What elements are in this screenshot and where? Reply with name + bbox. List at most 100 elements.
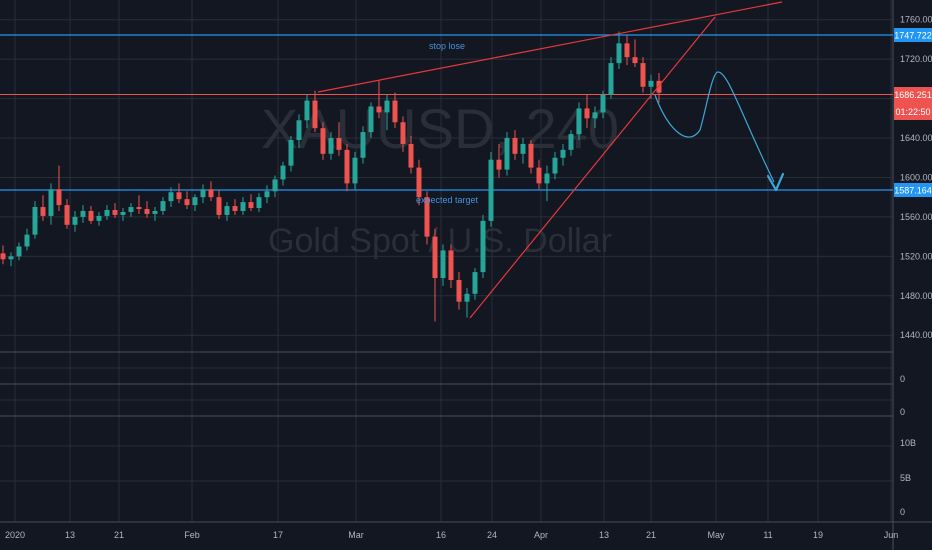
expected-target-label[interactable]: expected target <box>416 195 479 205</box>
candle[interactable] <box>416 159 422 206</box>
candle[interactable] <box>360 126 366 164</box>
candle[interactable] <box>248 194 254 211</box>
candle[interactable] <box>336 122 342 156</box>
candle[interactable] <box>544 165 550 202</box>
candle[interactable] <box>232 199 238 215</box>
candle[interactable] <box>624 35 630 66</box>
candle[interactable] <box>128 203 134 217</box>
candle[interactable] <box>184 191 190 210</box>
candle[interactable] <box>480 214 486 279</box>
candle[interactable] <box>600 90 606 119</box>
candle[interactable] <box>136 195 142 214</box>
candle[interactable] <box>208 181 214 202</box>
candle[interactable] <box>408 136 414 174</box>
candle-body <box>496 159 502 170</box>
candle[interactable] <box>192 194 198 211</box>
candle[interactable] <box>264 185 270 204</box>
candle[interactable] <box>616 31 622 70</box>
candle[interactable] <box>568 130 574 156</box>
candle[interactable] <box>608 57 614 99</box>
candle[interactable] <box>272 175 278 198</box>
candle[interactable] <box>0 245 6 265</box>
candle[interactable] <box>240 197 246 215</box>
projection-path[interactable] <box>654 71 775 183</box>
candle[interactable] <box>320 122 326 160</box>
candle[interactable] <box>312 90 318 133</box>
candle[interactable] <box>560 143 566 166</box>
candle[interactable] <box>216 190 222 219</box>
candle[interactable] <box>24 228 30 251</box>
candle[interactable] <box>32 201 38 239</box>
candle[interactable] <box>64 199 70 229</box>
candle[interactable] <box>376 80 382 119</box>
candle[interactable] <box>504 132 510 176</box>
candle[interactable] <box>432 228 438 322</box>
candle[interactable] <box>512 130 518 160</box>
candlestick-series[interactable] <box>0 31 662 322</box>
candle[interactable] <box>592 106 598 129</box>
wedge-upper-trendline[interactable] <box>317 1 783 93</box>
candle[interactable] <box>288 136 294 172</box>
candle[interactable] <box>464 287 470 318</box>
candle[interactable] <box>400 116 406 152</box>
candle[interactable] <box>168 187 174 208</box>
candle[interactable] <box>392 92 398 129</box>
candle[interactable] <box>584 94 590 129</box>
candle[interactable] <box>536 159 542 190</box>
candle[interactable] <box>440 244 446 286</box>
candle[interactable] <box>528 140 534 174</box>
candle[interactable] <box>648 74 654 99</box>
candle[interactable] <box>352 151 358 190</box>
candle[interactable] <box>120 208 126 221</box>
candle[interactable] <box>144 201 150 218</box>
candle[interactable] <box>448 244 454 288</box>
candle[interactable] <box>424 191 430 245</box>
candle-body <box>176 192 182 200</box>
candle[interactable] <box>296 114 302 148</box>
y-tick-label: 1440.000 <box>900 330 932 340</box>
candle[interactable] <box>576 102 582 140</box>
candle[interactable] <box>632 39 638 68</box>
candle[interactable] <box>640 57 646 93</box>
candle[interactable] <box>160 197 166 215</box>
candle[interactable] <box>40 195 46 221</box>
candle[interactable] <box>48 183 54 225</box>
candle[interactable] <box>472 268 478 300</box>
candle[interactable] <box>520 138 526 164</box>
projection-arrow-icon[interactable] <box>766 172 785 192</box>
candle[interactable] <box>16 242 22 261</box>
candle[interactable] <box>552 151 558 180</box>
candle[interactable] <box>488 151 494 227</box>
candle[interactable] <box>72 210 78 232</box>
pane3-zero-label: 0 <box>900 407 905 417</box>
candle[interactable] <box>200 184 206 204</box>
candle[interactable] <box>152 207 158 221</box>
candle[interactable] <box>96 211 102 226</box>
candle[interactable] <box>304 94 310 129</box>
wedge-lower-trendline[interactable] <box>469 16 716 319</box>
candle[interactable] <box>56 165 62 211</box>
candle[interactable] <box>344 143 350 192</box>
candle[interactable] <box>88 206 94 224</box>
candle[interactable] <box>384 94 390 131</box>
candle[interactable] <box>280 161 286 186</box>
candle[interactable] <box>104 205 110 220</box>
candle[interactable] <box>496 143 502 178</box>
candle[interactable] <box>656 72 662 103</box>
candle[interactable] <box>368 102 374 139</box>
candle[interactable] <box>112 203 118 218</box>
pane2-zero-label: 0 <box>900 374 905 384</box>
time-axis[interactable]: 2020 13 21 Feb 17 Mar 16 24 Apr 13 21 May 11 19 Jun <box>5 530 898 540</box>
candle[interactable] <box>456 272 462 310</box>
stop-lose-label[interactable]: stop lose <box>429 41 465 51</box>
candle-body <box>40 207 46 216</box>
candle[interactable] <box>328 132 334 160</box>
candle[interactable] <box>80 205 86 223</box>
candle-body <box>16 246 22 257</box>
price-axis[interactable]: 1760.0001720.0001680.0001640.0001600.000… <box>900 15 932 340</box>
candle[interactable] <box>256 193 262 212</box>
candle[interactable] <box>176 183 182 204</box>
candle[interactable] <box>8 252 14 267</box>
candle[interactable] <box>224 202 230 221</box>
